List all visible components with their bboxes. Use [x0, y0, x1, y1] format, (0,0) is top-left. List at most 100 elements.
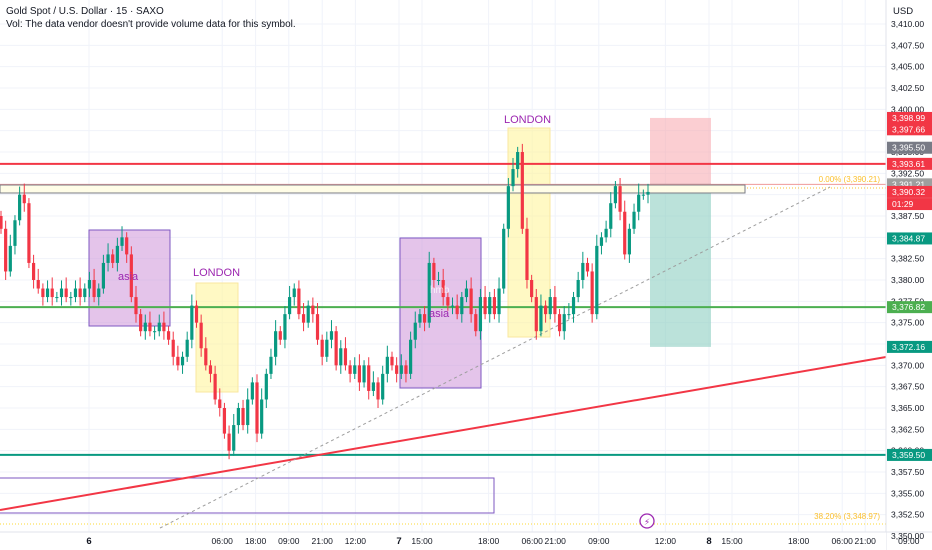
- range-rectangle[interactable]: [0, 477, 495, 514]
- candle[interactable]: [460, 297, 464, 315]
- trend-line-dashed[interactable]: [159, 186, 831, 529]
- price-badge[interactable]: [887, 141, 932, 154]
- candle[interactable]: [427, 262, 431, 323]
- candle[interactable]: [171, 339, 175, 357]
- candle[interactable]: [143, 322, 147, 332]
- candle[interactable]: [241, 408, 245, 426]
- candle[interactable]: [367, 365, 371, 391]
- candle[interactable]: [502, 228, 506, 289]
- candle[interactable]: [432, 262, 436, 280]
- candle[interactable]: [325, 339, 329, 357]
- candle[interactable]: [534, 297, 538, 332]
- candle[interactable]: [0, 216, 3, 229]
- candle[interactable]: [571, 297, 576, 315]
- candle[interactable]: [455, 305, 459, 315]
- candle[interactable]: [613, 186, 618, 204]
- candle[interactable]: [320, 339, 324, 357]
- candle[interactable]: [413, 322, 417, 340]
- candle[interactable]: [264, 373, 268, 400]
- candle[interactable]: [64, 288, 68, 298]
- candle[interactable]: [599, 237, 604, 246]
- candle[interactable]: [441, 280, 445, 298]
- candle[interactable]: [260, 399, 264, 434]
- candle[interactable]: [111, 254, 115, 263]
- candle[interactable]: [646, 191, 650, 195]
- candle[interactable]: [585, 262, 590, 272]
- candle[interactable]: [506, 186, 510, 229]
- candle[interactable]: [87, 280, 92, 289]
- candle[interactable]: [469, 288, 473, 315]
- candle[interactable]: [525, 228, 529, 280]
- candle[interactable]: [157, 322, 161, 332]
- candle[interactable]: [8, 245, 12, 272]
- candle[interactable]: [334, 331, 338, 366]
- london-session-box[interactable]: [507, 127, 551, 338]
- candle[interactable]: [194, 305, 199, 323]
- candle[interactable]: [409, 339, 413, 374]
- candle[interactable]: [543, 305, 548, 315]
- candle[interactable]: [492, 297, 496, 315]
- price-badge[interactable]: [887, 301, 932, 314]
- candle[interactable]: [553, 297, 557, 315]
- candle[interactable]: [609, 203, 613, 229]
- candle[interactable]: [18, 194, 22, 221]
- candle[interactable]: [348, 365, 352, 374]
- position-target-zone[interactable]: [650, 184, 711, 347]
- candle[interactable]: [176, 356, 180, 366]
- candle[interactable]: [83, 288, 87, 298]
- candle[interactable]: [36, 280, 40, 289]
- candle[interactable]: [274, 331, 278, 357]
- candle[interactable]: [139, 314, 143, 332]
- candle[interactable]: [637, 194, 641, 212]
- candle[interactable]: [166, 331, 171, 340]
- candle[interactable]: [311, 305, 315, 315]
- candle[interactable]: [227, 433, 231, 451]
- candle[interactable]: [464, 288, 469, 298]
- candle[interactable]: [208, 365, 213, 374]
- candle[interactable]: [199, 322, 203, 349]
- candle[interactable]: [120, 237, 124, 246]
- trend-line[interactable]: [0, 356, 887, 511]
- candle[interactable]: [483, 297, 487, 315]
- candle[interactable]: [399, 365, 403, 374]
- candle[interactable]: [162, 322, 166, 332]
- candle[interactable]: [627, 228, 631, 255]
- candle[interactable]: [236, 408, 240, 426]
- candle[interactable]: [59, 288, 64, 298]
- candle[interactable]: [190, 305, 194, 340]
- candle[interactable]: [45, 288, 50, 298]
- price-badge[interactable]: [887, 111, 932, 124]
- candle[interactable]: [250, 382, 254, 400]
- candle[interactable]: [381, 373, 385, 400]
- candle[interactable]: [329, 331, 334, 340]
- candle[interactable]: [488, 297, 492, 315]
- candle[interactable]: [343, 348, 348, 366]
- candle[interactable]: [390, 356, 394, 366]
- candle[interactable]: [520, 152, 524, 229]
- currency-label[interactable]: USD: [893, 6, 914, 17]
- candle[interactable]: [153, 331, 157, 333]
- candle[interactable]: [180, 356, 185, 366]
- candle[interactable]: [371, 382, 375, 391]
- candle[interactable]: [31, 262, 36, 280]
- candle[interactable]: [55, 297, 59, 299]
- candle[interactable]: [50, 288, 54, 298]
- candle[interactable]: [362, 365, 366, 383]
- candle[interactable]: [557, 314, 562, 332]
- candle[interactable]: [404, 365, 408, 374]
- symbol-title[interactable]: Gold Spot / U.S. Dollar · 15 · SAXO: [6, 6, 164, 17]
- candle[interactable]: [539, 305, 543, 332]
- candle[interactable]: [339, 348, 343, 366]
- candle[interactable]: [567, 314, 571, 316]
- candle[interactable]: [422, 314, 427, 323]
- candle[interactable]: [283, 314, 287, 340]
- events-icon[interactable]: [639, 513, 655, 529]
- range-rectangle[interactable]: [0, 184, 746, 194]
- candle[interactable]: [278, 331, 282, 340]
- candle[interactable]: [581, 262, 585, 280]
- candle[interactable]: [385, 356, 389, 374]
- candle[interactable]: [590, 271, 594, 315]
- candle[interactable]: [218, 399, 222, 408]
- candle[interactable]: [641, 194, 645, 196]
